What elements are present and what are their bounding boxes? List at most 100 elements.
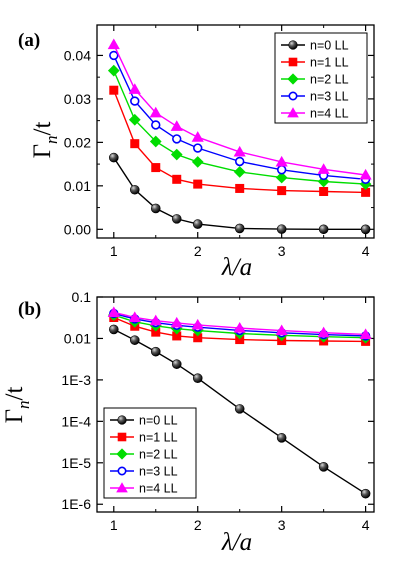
panel-a-data-point-n-4-ll	[107, 38, 120, 50]
panel-b-data-point-n-4-ll	[191, 318, 204, 330]
panel-a-data-point-n-1-ll	[193, 179, 203, 189]
panel-a-data-point-n-1-ll	[319, 186, 329, 196]
panel-a-data-point-n-1-ll	[361, 187, 371, 197]
panel-a-series-n-4-ll	[107, 38, 372, 180]
panel-a-data-point-n-0-ll	[360, 224, 371, 235]
panel-b-series-n-4-ll	[107, 306, 372, 339]
panel-a-legend-marker-n-1-ll	[288, 57, 298, 67]
panel-a-plot-frame	[96, 24, 375, 239]
panel-b-data-point-n-0-ll	[129, 335, 140, 345]
panel-b-data-point-n-4-ll	[149, 314, 162, 326]
panel-a-data-point-n-2-ll	[191, 156, 204, 168]
panel-b-y-tick-label: 1E-4	[61, 413, 91, 429]
panel-a-data-point-n-4-ll	[317, 163, 330, 174]
panel-b-x-tick-label: 2	[194, 517, 202, 533]
panel-b-plot-frame	[96, 296, 375, 513]
panel-b-data-point-n-1-ll	[151, 327, 161, 337]
panel-a-data-point-n-2-ll	[233, 166, 246, 178]
panel-a-data-point-n-1-ll	[109, 85, 119, 95]
panel-a-data-point-n-4-ll	[359, 168, 372, 180]
panel-a-x-tick-label: 1	[110, 243, 118, 259]
panel-a-data-point-n-3-ll	[172, 134, 182, 144]
panel-a-y-tick-label: 0.02	[64, 134, 91, 150]
panel-b-data-point-n-4-ll	[128, 311, 141, 322]
panel-b-x-axis-title: λ/a	[221, 529, 252, 556]
panel-a-label: (a)	[18, 30, 40, 51]
panel-b-legend-marker-n-0-ll	[117, 415, 127, 425]
panel-b-x-tick-label: 3	[278, 517, 286, 533]
panel-a-data-point-n-1-ll	[130, 139, 140, 149]
panel-a-data-point-n-1-ll	[172, 174, 182, 184]
panel-b-data-point-n-4-ll	[359, 328, 372, 339]
panel-a-series-n-0-ll	[108, 152, 371, 235]
panel-a-legend-marker-n-0-ll	[288, 40, 298, 50]
panel-a-data-point-n-0-ll	[150, 203, 161, 214]
panel-a-data-point-n-0-ll	[108, 152, 119, 163]
panel-a-data-point-n-4-ll	[170, 120, 183, 131]
panel-a-x-tick-label: 3	[278, 243, 286, 259]
panel-b-legend-marker-n-2-ll	[116, 448, 128, 460]
panel-b-data-point-n-4-ll	[317, 326, 330, 338]
panel-a-data-point-n-0-ll	[318, 224, 329, 235]
panel-a-legend-label-n-4-ll: n=4 LL	[310, 107, 349, 121]
panel-a-data-point-n-2-ll	[149, 135, 162, 148]
panel-a-legend-marker-n-3-ll	[288, 91, 298, 101]
panel-b-data-point-n-0-ll	[318, 462, 329, 472]
panel-a-data-point-n-1-ll	[235, 183, 245, 193]
panel-b-legend-label-n-3-ll: n=3 LL	[139, 465, 178, 479]
panel-b-data-point-n-4-ll	[275, 324, 288, 336]
panel-b-y-tick-label: 0.1	[72, 289, 92, 305]
panel-b-legend-label-n-4-ll: n=4 LL	[139, 482, 178, 496]
panel-a-data-point-n-2-ll	[128, 113, 141, 126]
panel-b-y-axis-title: Γn/t	[1, 387, 33, 424]
panel-b-data-point-n-0-ll	[150, 346, 161, 357]
panel-a-data-point-n-4-ll	[128, 83, 141, 94]
panel-b-label: (b)	[18, 299, 41, 320]
panel-b-data-point-n-0-ll	[360, 488, 371, 499]
panel-b-y-tick-label: 1E-6	[61, 496, 91, 512]
panel-b-x-tick-label: 4	[362, 517, 370, 533]
panel-b-y-tick-label: 0.01	[64, 330, 91, 346]
panel-a-data-point-n-0-ll	[276, 224, 287, 234]
panel-a-x-axis-title: λ/a	[221, 254, 252, 281]
panel-b-legend-label-n-2-ll: n=2 LL	[139, 448, 178, 462]
panel-a-data-point-n-3-ll	[109, 50, 119, 61]
panel-a-data-point-n-3-ll	[151, 120, 161, 130]
panel-a-data-point-n-0-ll	[234, 223, 245, 234]
panel-a-x-tick-label: 2	[194, 243, 202, 259]
panel-b-data-point-n-4-ll	[233, 321, 246, 333]
panel-a-series-n-1-ll	[109, 85, 371, 197]
panel-b-legend: n=0 LL n=1 LL n=2 LL n=3 LL n=4 LL	[103, 407, 197, 499]
panel-b-legend-label-n-1-ll: n=1 LL	[139, 431, 178, 445]
panel-b-data-point-n-4-ll	[107, 306, 120, 317]
panel-b-legend-marker-n-1-ll	[117, 432, 127, 442]
panel-a-data-point-n-1-ll	[277, 186, 287, 196]
panel-a-data-point-n-3-ll	[234, 156, 245, 167]
panel-b-legend-marker-n-4-ll	[116, 482, 128, 493]
panel-b-y-tick-label: 1E-5	[61, 455, 91, 471]
panel-a-data-point-n-0-ll	[129, 184, 140, 195]
panel-a-legend: n=0 LL n=1 LL n=2 LL n=3 LL n=4 LL	[274, 32, 368, 124]
panel-a-data-point-n-3-ll	[130, 96, 140, 106]
panel-a-y-tick-label: 0.00	[64, 221, 91, 237]
panel-a-legend-marker-n-2-ll	[287, 73, 299, 85]
panel-b-data-point-n-0-ll	[171, 359, 182, 369]
panel-a-data-point-n-0-ll	[192, 219, 203, 229]
panel-a-legend-label-n-0-ll: n=0 LL	[310, 39, 349, 53]
panel-a-y-tick-label: 0.03	[64, 91, 91, 107]
panel-a-y-axis-title: Γn/t	[29, 122, 61, 159]
panel-b-legend-marker-n-3-ll	[117, 466, 127, 476]
panel-a-data-point-n-1-ll	[151, 163, 161, 173]
panel-b-data-point-n-0-ll	[192, 373, 203, 383]
panel-b-data-point-n-4-ll	[170, 316, 183, 328]
panel-a-legend-marker-n-4-ll	[287, 107, 299, 118]
panel-a-data-point-n-4-ll	[191, 131, 204, 142]
panel-a-data-point-n-2-ll	[170, 148, 183, 161]
panel-b-data-point-n-1-ll	[172, 331, 182, 341]
panel-a-y-tick-label: 0.04	[64, 47, 91, 63]
panel-a: (a) 0.00 0.01 0.02 0.03 0.04 1 2 3 4 n=0 LL n=1 …	[18, 24, 375, 281]
panel-b-x-tick-label: 1	[110, 517, 118, 533]
